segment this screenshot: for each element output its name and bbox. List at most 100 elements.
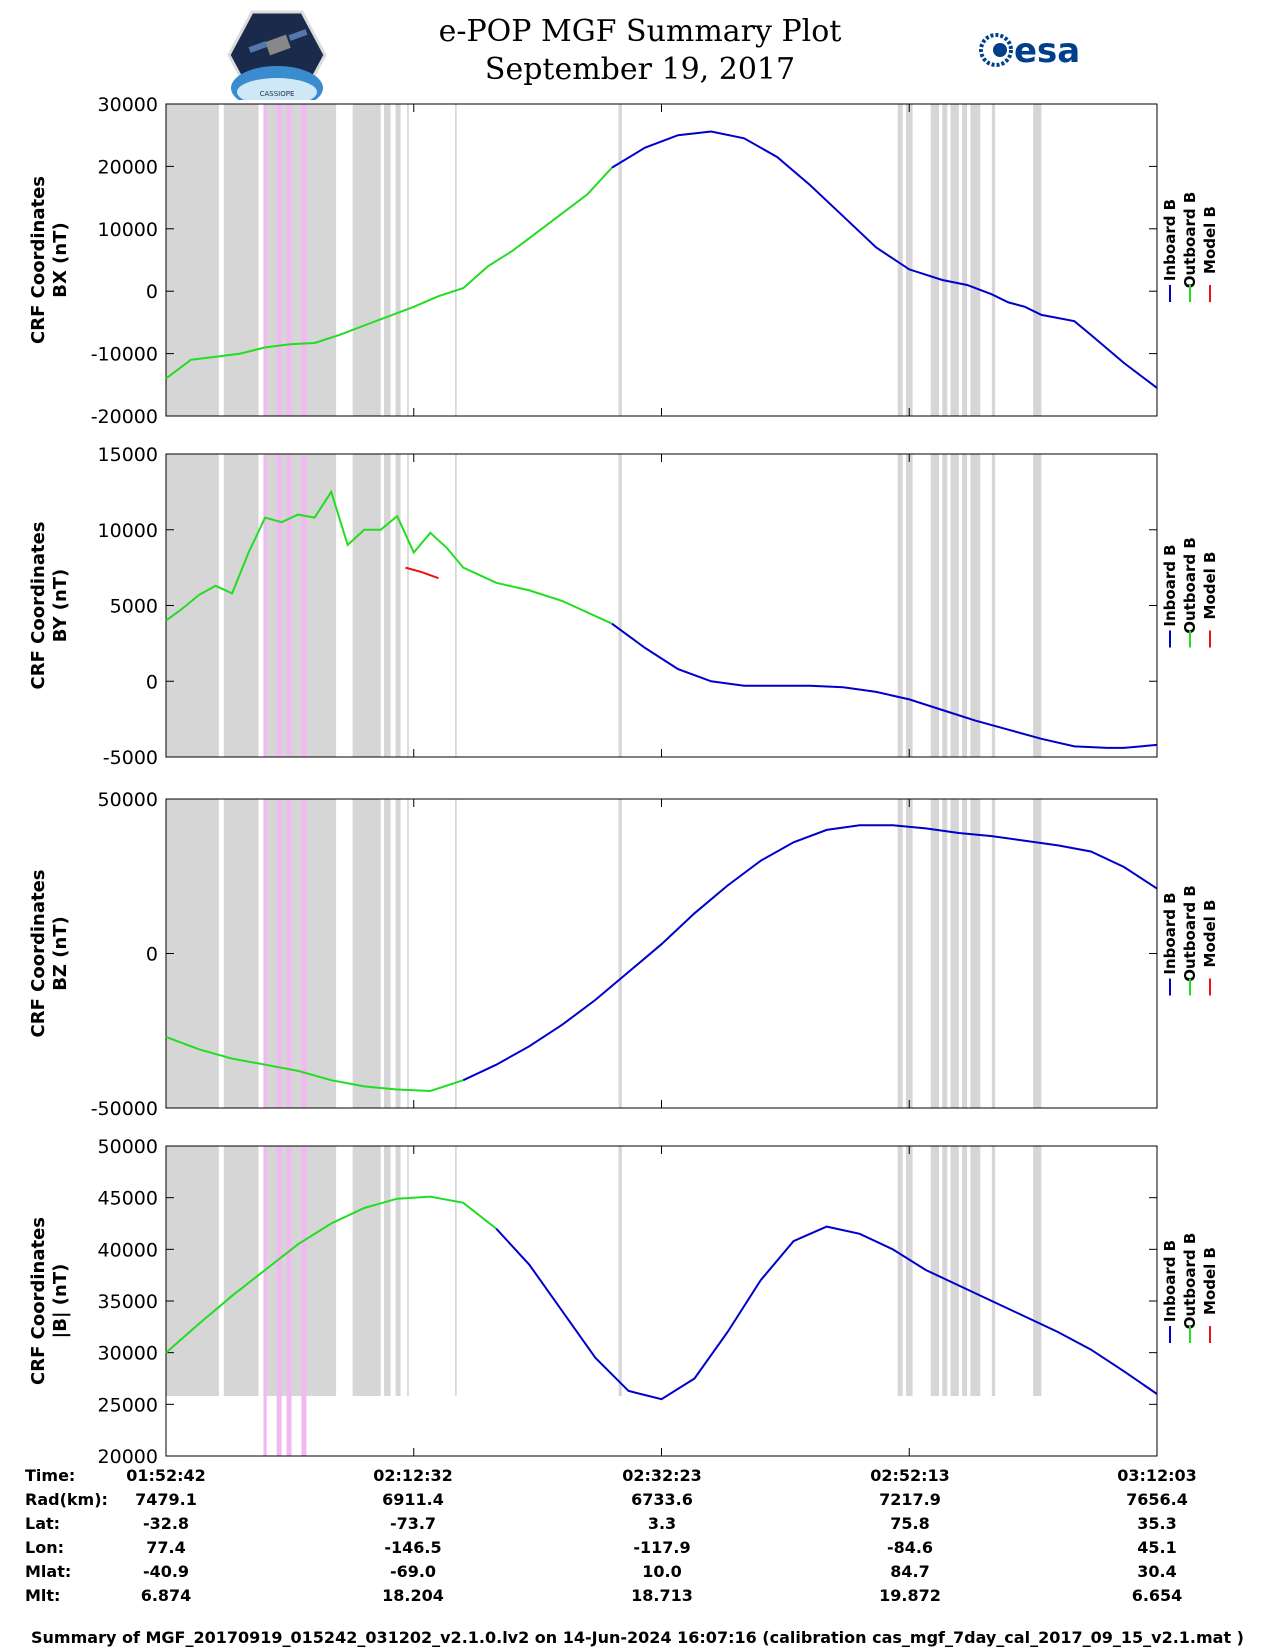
gray-band-2-15	[970, 799, 981, 1108]
legend-label-0-0: Inboard B	[1161, 199, 1179, 281]
plot-date: September 19, 2017	[484, 52, 796, 87]
gray-band-3-7	[455, 1146, 457, 1396]
series-2-inboard-b	[462, 824, 1158, 1082]
ytick-label-3-6: 50000	[98, 1136, 158, 1158]
gray-band-3-1	[223, 1146, 259, 1396]
pink-band-0-0	[263, 104, 267, 416]
gray-band-2-4	[384, 799, 391, 1108]
series-2-outboard-b	[165, 1035, 464, 1093]
gray-band-3-8	[618, 1146, 622, 1396]
gray-band-2-0	[166, 799, 219, 1108]
info-col3-time: 02:52:13	[870, 1466, 950, 1485]
gray-band-0-9	[897, 104, 903, 416]
ytick-label-1-4: 15000	[98, 444, 158, 466]
ylabel-line1-0: CRF Coordinates	[28, 176, 49, 344]
pink-band-0-2	[286, 104, 292, 416]
ytick-label-3-3: 35000	[98, 1291, 158, 1313]
pink-band-2-2	[286, 799, 292, 1108]
info-col0-lat: -32.8	[142, 1514, 190, 1533]
gray-band-0-4	[384, 104, 391, 416]
pink-band-0-1	[276, 104, 282, 416]
esa-logo: esa	[979, 31, 1080, 70]
legend-label-1-0: Inboard B	[1161, 544, 1179, 626]
gray-band-2-12	[942, 799, 948, 1108]
gray-band-3-14	[962, 1146, 968, 1396]
info-col2-mlat: 10.0	[642, 1562, 682, 1581]
gray-band-2-10	[905, 799, 913, 1108]
info-col2-rad: 6733.6	[631, 1490, 693, 1509]
footer-summary: Summary of MGF_20170919_015242_031202_v2…	[31, 1628, 1244, 1647]
ylabel-line1-2: CRF Coordinates	[28, 870, 49, 1038]
info-col3-lat: 75.8	[890, 1514, 930, 1533]
gray-band-3-13	[950, 1146, 959, 1396]
cassiope-logo-text: CASSIOPE	[260, 90, 295, 98]
gray-band-1-4	[384, 454, 391, 757]
ytick-label-2-2: 50000	[98, 789, 158, 811]
ylabel-line1-3: CRF Coordinates	[28, 1217, 49, 1385]
ylabel-line1-1: CRF Coordinates	[28, 522, 49, 690]
gray-band-2-17	[1033, 799, 1042, 1108]
info-col2-lat: 3.3	[647, 1514, 677, 1533]
pink-band-3-3	[301, 1146, 307, 1456]
gray-band-2-11	[930, 799, 939, 1108]
ytick-label-0-0: -20000	[91, 406, 158, 428]
pink-band-0-3	[301, 104, 307, 416]
gray-band-2-13	[950, 799, 959, 1108]
gray-band-3-3	[352, 1146, 381, 1396]
info-col4-mlt: 6.654	[1131, 1586, 1183, 1605]
info-col0-mlat: -40.9	[142, 1562, 190, 1581]
info-col1-mlt: 18.204	[382, 1586, 444, 1605]
gray-band-0-17	[1033, 104, 1042, 416]
legend-label-1-2: Model B	[1201, 552, 1219, 620]
pink-band-3-1	[276, 1146, 282, 1456]
gray-band-1-9	[897, 454, 903, 757]
cassiope-logo: CASSIOPE	[227, 10, 327, 100]
ylabel-line2-3: |B| (nT)	[50, 1264, 71, 1339]
info-col2-lon: -117.9	[633, 1538, 691, 1557]
info-label-rad: Rad(km):	[25, 1490, 108, 1509]
legend-label-2-2: Model B	[1201, 900, 1219, 968]
ytick-label-3-5: 45000	[98, 1188, 158, 1210]
gray-band-2-7	[455, 799, 457, 1108]
gray-band-2-6	[407, 799, 409, 1108]
gray-band-1-7	[455, 454, 457, 757]
ytick-label-2-1: 0	[146, 944, 158, 966]
gray-band-2-14	[962, 799, 968, 1108]
gray-band-1-13	[950, 454, 959, 757]
pink-band-3-0	[263, 1146, 267, 1456]
info-col1-rad: 6911.4	[382, 1490, 444, 1509]
gray-band-1-16	[991, 454, 996, 757]
gray-band-0-12	[942, 104, 948, 416]
info-col3-rad: 7217.9	[879, 1490, 941, 1509]
gray-band-1-15	[970, 454, 981, 757]
info-col3-mlt: 19.872	[879, 1586, 941, 1605]
series-3-outboard-b	[165, 1195, 497, 1354]
gray-band-3-5	[395, 1146, 401, 1396]
legend-label-2-0: Inboard B	[1161, 892, 1179, 974]
gray-band-2-16	[991, 799, 996, 1108]
info-col4-rad: 7656.4	[1126, 1490, 1188, 1509]
info-label-lat: Lat:	[25, 1514, 61, 1533]
ylabel-line2-1: BY (nT)	[50, 569, 71, 643]
series-0-outboard-b	[165, 166, 613, 380]
gray-band-1-17	[1033, 454, 1042, 757]
gray-band-0-13	[950, 104, 959, 416]
info-col0-lon: 77.4	[146, 1538, 186, 1557]
gray-band-1-12	[942, 454, 948, 757]
gray-band-0-11	[930, 104, 939, 416]
gray-band-0-16	[991, 104, 996, 416]
ytick-label-3-0: 20000	[98, 1446, 158, 1468]
ytick-label-0-5: 30000	[98, 94, 158, 116]
esa-logo-text: esa	[1014, 31, 1080, 70]
ytick-label-0-4: 20000	[98, 156, 158, 178]
info-col2-mlt: 18.713	[631, 1586, 693, 1605]
pink-band-2-1	[276, 799, 282, 1108]
info-col4-lat: 35.3	[1137, 1514, 1177, 1533]
gray-band-0-3	[352, 104, 381, 416]
gray-band-3-2	[263, 1146, 337, 1396]
gray-band-3-16	[991, 1146, 996, 1396]
plot-title: e-POP MGF Summary Plot	[438, 14, 842, 49]
info-col3-mlat: 84.7	[890, 1562, 930, 1581]
info-col3-lon: -84.6	[886, 1538, 934, 1557]
gray-band-3-6	[407, 1146, 409, 1396]
